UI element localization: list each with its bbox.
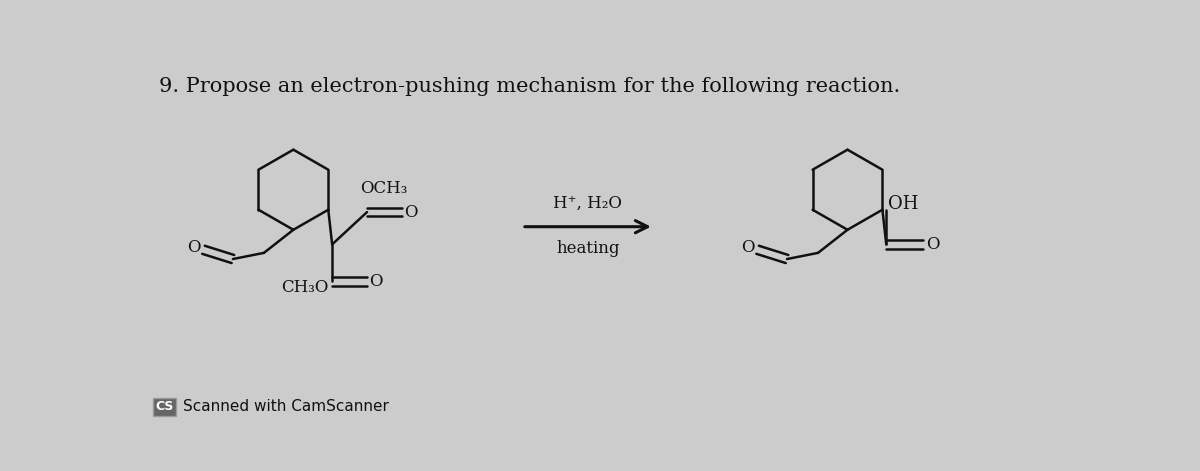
Text: CS: CS bbox=[156, 400, 174, 414]
Text: H⁺, H₂O: H⁺, H₂O bbox=[553, 195, 623, 212]
Text: 9. Propose an electron-pushing mechanism for the following reaction.: 9. Propose an electron-pushing mechanism… bbox=[160, 77, 900, 96]
Text: Scanned with CamScanner: Scanned with CamScanner bbox=[182, 399, 389, 414]
Text: O: O bbox=[740, 239, 755, 256]
Text: CH₃O: CH₃O bbox=[281, 279, 329, 296]
Text: O: O bbox=[370, 273, 383, 290]
Text: OCH₃: OCH₃ bbox=[360, 180, 408, 197]
Text: heating: heating bbox=[556, 240, 619, 257]
Text: O: O bbox=[404, 203, 418, 220]
FancyBboxPatch shape bbox=[154, 398, 176, 416]
Text: O: O bbox=[187, 239, 200, 256]
Text: O: O bbox=[926, 236, 940, 253]
Text: OH: OH bbox=[888, 195, 918, 212]
